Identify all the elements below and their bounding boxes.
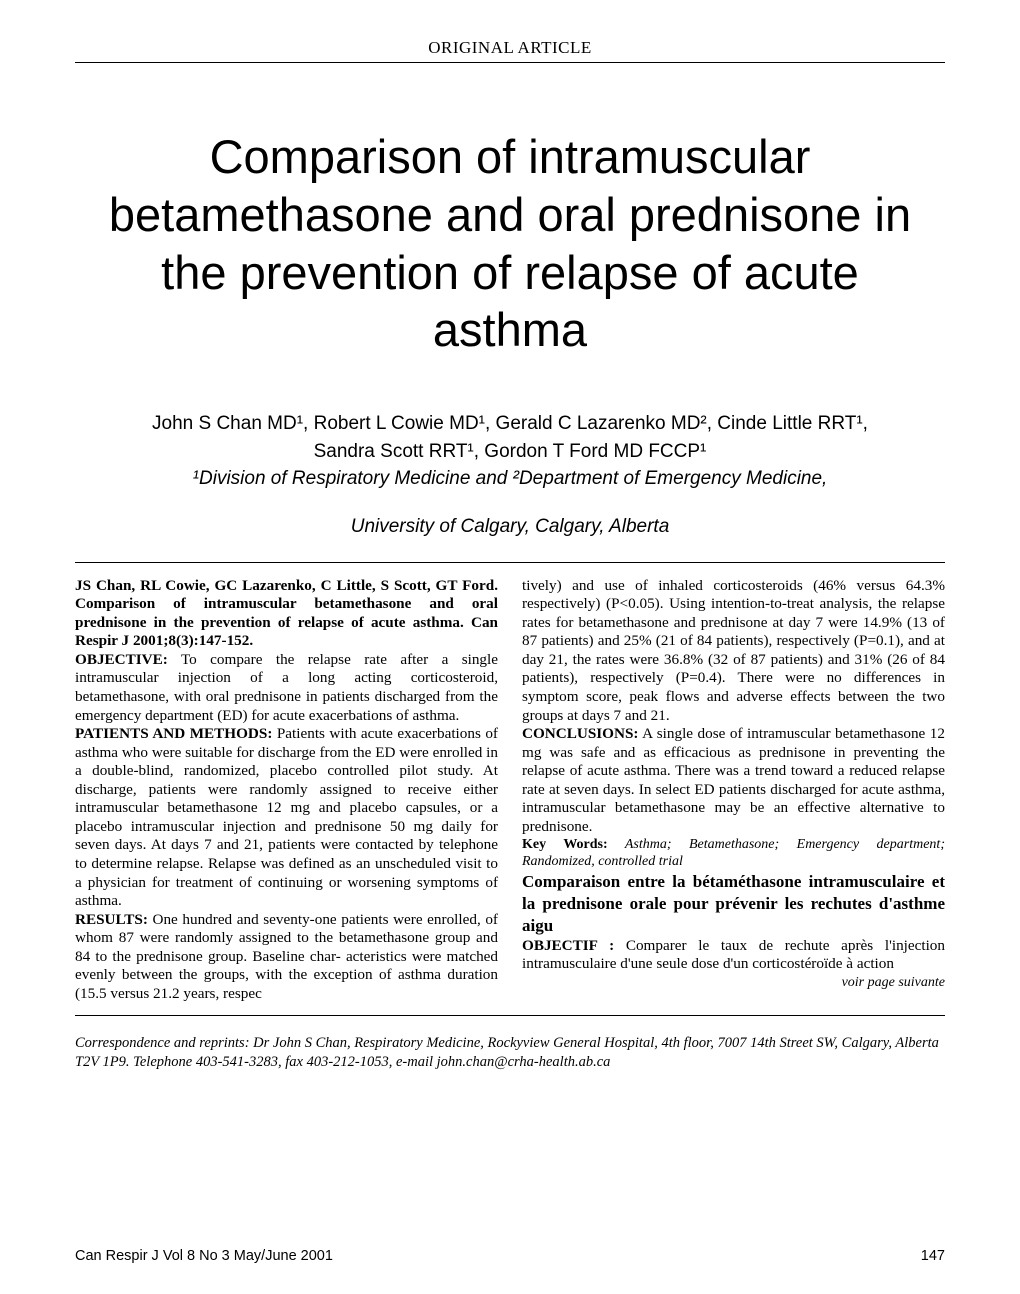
journal-citation: Can Respir J Vol 8 No 3 May/June 2001	[75, 1248, 333, 1264]
french-objective-head: OBJECTIF :	[522, 937, 614, 954]
conclusions-paragraph: CONCLUSIONS: A single dose of intramuscu…	[522, 725, 945, 836]
objective-paragraph: OBJECTIVE: To compare the relapse rate a…	[75, 651, 498, 725]
results-head: RESULTS:	[75, 911, 148, 928]
authors-line-1: John S Chan MD¹, Robert L Cowie MD¹, Ger…	[75, 411, 945, 437]
page-footer: Can Respir J Vol 8 No 3 May/June 2001 14…	[75, 1248, 945, 1264]
pre-abstract-rule	[75, 562, 945, 563]
methods-text: Patients with acute exacerbations of ast…	[75, 725, 498, 909]
citation-block: JS Chan, RL Cowie, GC Lazarenko, C Littl…	[75, 577, 498, 651]
voir-page-suivante: voir page suivante	[522, 974, 945, 991]
methods-head: PATIENTS AND METHODS:	[75, 725, 272, 742]
affiliations-line-2: University of Calgary, Calgary, Alberta	[75, 514, 945, 540]
affiliations-line-1: ¹Division of Respiratory Medicine and ²D…	[75, 466, 945, 492]
objective-head: OBJECTIVE:	[75, 651, 168, 668]
french-objective: OBJECTIF : Comparer le taux de rechute a…	[522, 937, 945, 974]
section-header: ORIGINAL ARTICLE	[75, 38, 945, 58]
top-rule	[75, 62, 945, 63]
article-title: Comparison of intramuscular betamethason…	[95, 128, 925, 359]
abstract-columns: JS Chan, RL Cowie, GC Lazarenko, C Littl…	[75, 577, 945, 1004]
page-number: 147	[921, 1248, 945, 1264]
results-paragraph-1: RESULTS: One hundred and seventy-one pat…	[75, 911, 498, 1004]
post-abstract-rule	[75, 1015, 945, 1016]
keywords-label: Key Words:	[522, 837, 608, 852]
french-abstract-block: Comparaison entre la bétaméthasone intra…	[522, 871, 945, 991]
keywords-block: Key Words: Asthma; Betamethasone; Emerge…	[522, 836, 945, 870]
french-title: Comparaison entre la bétaméthasone intra…	[522, 871, 945, 937]
methods-paragraph: PATIENTS AND METHODS: Patients with acut…	[75, 725, 498, 910]
authors-line-2: Sandra Scott RRT¹, Gordon T Ford MD FCCP…	[75, 439, 945, 465]
results-paragraph-2: tively) and use of inhaled corticosteroi…	[522, 577, 945, 725]
correspondence-block: Correspondence and reprints: Dr John S C…	[75, 1026, 945, 1072]
conclusions-head: CONCLUSIONS:	[522, 725, 638, 742]
